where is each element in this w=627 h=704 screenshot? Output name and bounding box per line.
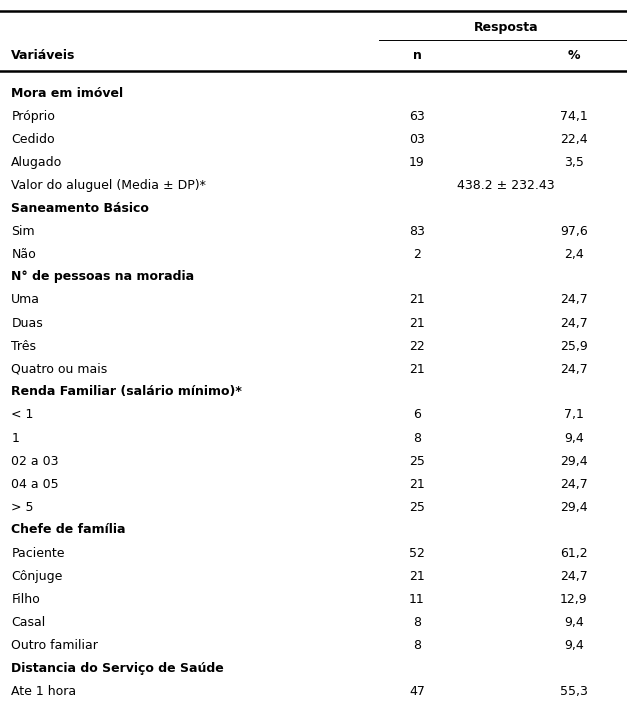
Text: %: % — [567, 49, 580, 63]
Text: 25,9: 25,9 — [560, 340, 587, 353]
Text: Alugado: Alugado — [11, 156, 63, 169]
Text: Ate 1 hora: Ate 1 hora — [11, 685, 76, 698]
Text: < 1: < 1 — [11, 408, 34, 421]
Text: > 5: > 5 — [11, 501, 34, 514]
Text: Cônjuge: Cônjuge — [11, 570, 63, 583]
Text: 24,7: 24,7 — [560, 294, 587, 306]
Text: 2: 2 — [413, 248, 421, 261]
Text: 19: 19 — [409, 156, 425, 169]
Text: 22,4: 22,4 — [560, 133, 587, 146]
Text: 29,4: 29,4 — [560, 501, 587, 514]
Text: 21: 21 — [409, 570, 425, 583]
Text: Sim: Sim — [11, 225, 35, 238]
Text: Renda Familiar (salário mínimo)*: Renda Familiar (salário mínimo)* — [11, 385, 242, 398]
Text: 9,4: 9,4 — [564, 616, 584, 629]
Text: n: n — [413, 49, 421, 63]
Text: 03: 03 — [409, 133, 425, 146]
Text: 3,5: 3,5 — [564, 156, 584, 169]
Text: 74,1: 74,1 — [560, 110, 587, 122]
Text: Uma: Uma — [11, 294, 40, 306]
Text: 21: 21 — [409, 294, 425, 306]
Text: Mora em imóvel: Mora em imóvel — [11, 87, 124, 99]
Text: 04 a 05: 04 a 05 — [11, 478, 59, 491]
Text: 8: 8 — [413, 432, 421, 444]
Text: Variáveis: Variáveis — [11, 49, 76, 63]
Text: 55,3: 55,3 — [560, 685, 587, 698]
Text: 12,9: 12,9 — [560, 593, 587, 606]
Text: 9,4: 9,4 — [564, 432, 584, 444]
Text: Distancia do Serviço de Saúde: Distancia do Serviço de Saúde — [11, 662, 224, 674]
Text: 21: 21 — [409, 363, 425, 376]
Text: Chefe de família: Chefe de família — [11, 523, 126, 536]
Text: Duas: Duas — [11, 317, 43, 329]
Text: 97,6: 97,6 — [560, 225, 587, 238]
Text: 24,7: 24,7 — [560, 478, 587, 491]
Text: Outro familiar: Outro familiar — [11, 639, 98, 653]
Text: 61,2: 61,2 — [560, 546, 587, 560]
Text: Quatro ou mais: Quatro ou mais — [11, 363, 108, 376]
Text: Não: Não — [11, 248, 36, 261]
Text: 438.2 ± 232.43: 438.2 ± 232.43 — [458, 180, 555, 192]
Text: 11: 11 — [409, 593, 425, 606]
Text: 24,7: 24,7 — [560, 317, 587, 329]
Text: 24,7: 24,7 — [560, 363, 587, 376]
Text: 2,4: 2,4 — [564, 248, 584, 261]
Text: Saneamento Básico: Saneamento Básico — [11, 201, 149, 215]
Text: 8: 8 — [413, 616, 421, 629]
Text: Valor do aluguel (Media ± DP)*: Valor do aluguel (Media ± DP)* — [11, 180, 206, 192]
Text: Próprio: Próprio — [11, 110, 55, 122]
Text: 8: 8 — [413, 639, 421, 653]
Text: 63: 63 — [409, 110, 425, 122]
Text: 25: 25 — [409, 455, 425, 467]
Text: 6: 6 — [413, 408, 421, 421]
Text: 21: 21 — [409, 478, 425, 491]
Text: Resposta: Resposta — [474, 22, 539, 34]
Text: 22: 22 — [409, 340, 425, 353]
Text: 24,7: 24,7 — [560, 570, 587, 583]
Text: Paciente: Paciente — [11, 546, 65, 560]
Text: Casal: Casal — [11, 616, 46, 629]
Text: 21: 21 — [409, 317, 425, 329]
Text: 83: 83 — [409, 225, 425, 238]
Text: 7,1: 7,1 — [564, 408, 584, 421]
Text: 29,4: 29,4 — [560, 455, 587, 467]
Text: N° de pessoas na moradia: N° de pessoas na moradia — [11, 270, 194, 283]
Text: Três: Três — [11, 340, 36, 353]
Text: Cedido: Cedido — [11, 133, 55, 146]
Text: 02 a 03: 02 a 03 — [11, 455, 59, 467]
Text: 52: 52 — [409, 546, 425, 560]
Text: 1: 1 — [11, 432, 19, 444]
Text: 25: 25 — [409, 501, 425, 514]
Text: 9,4: 9,4 — [564, 639, 584, 653]
Text: 47: 47 — [409, 685, 425, 698]
Text: Filho: Filho — [11, 593, 40, 606]
